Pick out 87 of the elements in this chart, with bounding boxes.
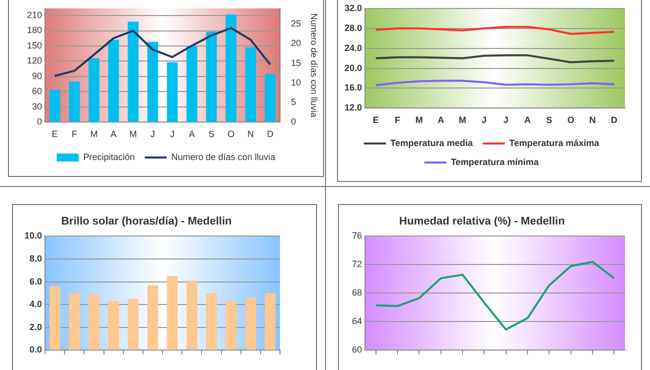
x-tick-label: J (150, 129, 155, 140)
bar (108, 301, 119, 350)
x-tick-label: D (610, 115, 618, 126)
bar (147, 285, 158, 350)
x-tick-label: D (266, 129, 274, 140)
y-tick-label: 0.0 (29, 344, 42, 355)
x-tick-label: J (482, 115, 487, 126)
x-tick-label: N (589, 115, 596, 126)
y-tick-label: 6.0 (29, 276, 42, 286)
y-tick-label: 20.0 (344, 62, 362, 73)
legend-label: Numero de días con lluvia (171, 152, 276, 162)
x-tick-label: S (546, 115, 552, 126)
x-tick-label: M (415, 115, 423, 126)
bar (206, 32, 217, 122)
legend-label: Temperatura máxima (509, 138, 600, 148)
bar (108, 40, 119, 122)
x-tick-label: A (524, 115, 532, 126)
bar (245, 48, 256, 122)
x-tick-label: A (438, 115, 445, 126)
x-tick-label: F (394, 115, 401, 126)
y2-tick-label: 15 (291, 58, 302, 68)
y-tick-label: 32.0 (344, 2, 362, 13)
y2-tick-label: 20 (291, 38, 302, 48)
y-tick-label: 90 (32, 70, 42, 81)
y-tick-label: 8.0 (29, 253, 42, 264)
bar (49, 286, 60, 350)
bar (226, 14, 236, 122)
legend-label: Precipitación (83, 152, 135, 162)
y-tick-label: 150 (26, 40, 42, 50)
x-tick-label: N (247, 129, 254, 140)
bar (68, 293, 80, 350)
bar (186, 280, 198, 350)
bar (49, 90, 60, 122)
bar (264, 74, 276, 122)
y-tick-label: 68 (352, 288, 362, 298)
x-tick-label: E (52, 129, 58, 140)
x-tick-label: F (72, 129, 78, 140)
y-tick-label: 10.0 (24, 230, 42, 241)
x-tick-label: M (458, 115, 466, 126)
y-tick-label: 60 (352, 344, 362, 355)
legend-label: Temperatura media (390, 138, 474, 148)
legend-label: Temperatura mínima (450, 156, 540, 167)
bar (166, 276, 178, 350)
x-tick-label: O (228, 129, 235, 140)
x-tick-label: M (129, 129, 137, 140)
y-tick-label: 2.0 (29, 322, 42, 332)
bar (88, 58, 100, 122)
bar (147, 42, 158, 122)
y-tick-label: 24.0 (344, 42, 362, 53)
y-tick-label: 120 (26, 56, 42, 66)
bar (264, 293, 276, 350)
y2-tick-label: 0 (291, 116, 296, 127)
bar (88, 294, 100, 350)
chart-title: Humedad relativa (%) - Medellin (399, 216, 566, 228)
y-tick-label: 30 (32, 101, 42, 112)
bar (186, 46, 198, 122)
y-tick-label: 180 (26, 25, 42, 36)
bar (128, 22, 139, 122)
y-tick-label: 64 (352, 316, 362, 326)
y-tick-label: 16.0 (344, 82, 362, 93)
bar (226, 301, 236, 350)
bar (68, 82, 80, 122)
y-tick-label: 12.0 (344, 102, 362, 113)
y-tick-label: 210 (26, 10, 42, 20)
y2-tick-label: 5 (291, 97, 296, 108)
bar (245, 298, 256, 350)
x-tick-label: A (110, 129, 117, 140)
x-tick-label: S (208, 129, 214, 140)
chart-title: Brillo solar (horas/día) - Medellin (61, 216, 232, 228)
x-tick-label: J (170, 129, 175, 140)
y-tick-label: 28.0 (344, 22, 362, 33)
y2-axis-title: Numero de días con lluvia (309, 13, 320, 118)
x-tick-label: A (188, 129, 195, 140)
y-tick-label: 76 (352, 230, 362, 241)
y2-tick-label: 25 (291, 18, 302, 29)
x-tick-label: E (372, 115, 379, 126)
y2-tick-label: 10 (291, 77, 302, 88)
x-tick-label: J (503, 115, 508, 126)
bar (206, 293, 217, 350)
y-tick-label: 0 (36, 116, 42, 127)
y-tick-label: 72 (352, 259, 362, 270)
bar (128, 298, 139, 350)
y-tick-label: 4.0 (29, 299, 42, 310)
y-tick-label: 60 (32, 86, 42, 96)
x-tick-label: M (90, 129, 98, 140)
bar (166, 62, 178, 122)
x-tick-label: O (567, 115, 574, 126)
